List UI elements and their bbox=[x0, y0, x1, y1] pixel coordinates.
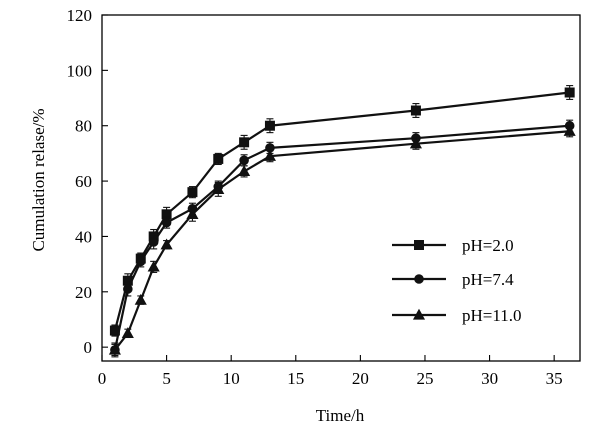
x-tick-label: 10 bbox=[223, 369, 240, 388]
legend-marker bbox=[414, 274, 424, 284]
legend-item: pH=2.0 bbox=[392, 236, 514, 255]
legend-label: pH=11.0 bbox=[462, 306, 521, 325]
plot-frame bbox=[101, 14, 581, 362]
data-point bbox=[135, 256, 146, 267]
data-point bbox=[148, 237, 159, 247]
data-point bbox=[239, 137, 250, 148]
legend-item: pH=11.0 bbox=[392, 306, 521, 325]
y-tick-label: 100 bbox=[67, 61, 93, 80]
data-point bbox=[213, 153, 224, 164]
x-tick-label: 20 bbox=[352, 369, 369, 388]
x-tick-label: 35 bbox=[546, 369, 563, 388]
legend: pH=2.0 pH=7.4 pH=11.0 bbox=[392, 236, 521, 325]
data-point bbox=[264, 120, 275, 131]
y-tick-label: 0 bbox=[84, 338, 93, 357]
data-point bbox=[134, 293, 147, 305]
data-point bbox=[410, 105, 421, 116]
y-axis-title: Cumulation relase/% bbox=[29, 108, 48, 251]
x-tick-label: 15 bbox=[287, 369, 304, 388]
x-tick-label: 30 bbox=[481, 369, 498, 388]
series-1 bbox=[109, 85, 575, 337]
data-point bbox=[564, 87, 575, 98]
data-point bbox=[238, 165, 251, 177]
data-point bbox=[563, 125, 576, 136]
data-point bbox=[121, 327, 134, 338]
legend-label: pH=2.0 bbox=[462, 236, 514, 255]
legend-marker bbox=[412, 308, 426, 320]
legend-marker bbox=[414, 240, 424, 250]
y-tick-label: 60 bbox=[75, 172, 92, 191]
y-tick-label: 20 bbox=[75, 283, 92, 302]
y-tick-label: 80 bbox=[75, 117, 92, 136]
legend-label: pH=7.4 bbox=[462, 270, 514, 289]
series-3 bbox=[108, 125, 576, 357]
data-point bbox=[123, 284, 133, 294]
data-point bbox=[186, 208, 199, 219]
data-point bbox=[263, 149, 276, 161]
data-point bbox=[212, 183, 225, 195]
data-point bbox=[239, 155, 249, 166]
y-tick-label: 40 bbox=[75, 227, 92, 246]
x-tick-label: 5 bbox=[162, 369, 171, 388]
x-axis-title: Time/h bbox=[316, 406, 365, 425]
data-point bbox=[147, 260, 160, 272]
data-point bbox=[108, 343, 121, 355]
series-line bbox=[113, 91, 570, 331]
legend-item: pH=7.4 bbox=[392, 270, 514, 289]
x-tick-label: 25 bbox=[416, 369, 433, 388]
data-point bbox=[161, 217, 172, 228]
x-tick-label: 0 bbox=[98, 369, 107, 388]
chart-axes: 0 5 10 15 20 25 30 35 0 20 40 60 80 100 120 bbox=[67, 6, 581, 388]
y-tick-label: 120 bbox=[67, 6, 93, 25]
data-point bbox=[409, 137, 422, 149]
data-point bbox=[187, 187, 198, 198]
series-layer bbox=[108, 85, 576, 358]
data-point bbox=[160, 238, 173, 250]
